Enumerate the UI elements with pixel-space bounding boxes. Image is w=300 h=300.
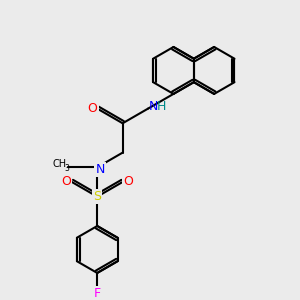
- Text: N: N: [95, 163, 105, 176]
- Text: S: S: [93, 190, 101, 203]
- Text: CH: CH: [53, 159, 67, 170]
- Text: F: F: [94, 287, 101, 300]
- Text: O: O: [87, 102, 97, 115]
- Text: 3: 3: [64, 164, 69, 173]
- Text: O: O: [124, 176, 134, 188]
- Text: O: O: [61, 176, 71, 188]
- Text: H: H: [157, 100, 167, 113]
- Text: N: N: [148, 100, 158, 113]
